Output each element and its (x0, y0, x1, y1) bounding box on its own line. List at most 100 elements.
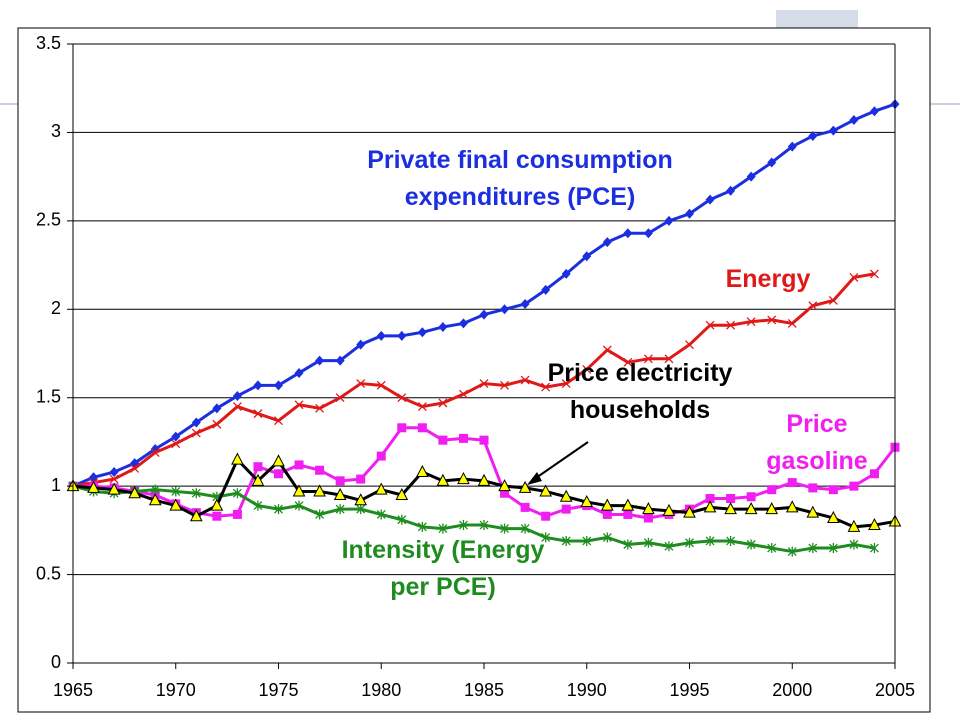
marker (376, 330, 386, 341)
marker (171, 439, 181, 449)
marker (356, 474, 366, 484)
marker (335, 355, 345, 366)
marker (87, 480, 100, 493)
marker (335, 504, 345, 515)
marker (869, 543, 879, 554)
y-tick-label: 0 (51, 652, 61, 672)
marker (561, 535, 571, 546)
marker (683, 505, 696, 518)
marker (602, 345, 612, 355)
marker (746, 492, 756, 502)
marker (600, 498, 614, 511)
y-tick-label: 3.5 (36, 33, 61, 53)
grid (73, 43, 895, 664)
marker (582, 251, 592, 262)
marker (726, 535, 736, 546)
marker (500, 304, 510, 315)
x-tick-label: 1985 (464, 680, 504, 700)
x-tick-label: 1980 (361, 680, 401, 700)
y-tick-label: 2 (51, 298, 61, 318)
marker (232, 390, 242, 401)
marker (294, 500, 304, 511)
marker (642, 502, 655, 515)
marker (828, 295, 838, 305)
marker (128, 486, 141, 499)
marker (705, 535, 715, 546)
marker (828, 543, 838, 554)
y-tick-label: 2.5 (36, 210, 61, 230)
marker (253, 500, 263, 511)
marker (417, 521, 427, 532)
marker (623, 357, 633, 367)
marker (417, 423, 427, 433)
marker (395, 487, 409, 500)
marker (416, 464, 429, 477)
marker (746, 171, 756, 182)
marker (869, 269, 879, 279)
marker (232, 509, 242, 519)
marker (274, 504, 283, 515)
marker (479, 520, 489, 531)
marker (808, 301, 818, 311)
series-label: Price gasoline (766, 410, 868, 475)
marker (602, 237, 612, 248)
marker (436, 473, 450, 486)
marker (313, 484, 326, 497)
marker (150, 484, 160, 495)
marker (541, 532, 551, 543)
x-tick-label: 2005 (875, 680, 915, 700)
marker (231, 452, 244, 465)
series-line (72, 484, 875, 554)
marker (787, 318, 797, 328)
marker (520, 375, 530, 385)
marker (171, 431, 181, 442)
axes: 0 0.5 1 1.5 2 2.5 3 3.5 1965 1970 1975 1980 1985 1990… (36, 33, 915, 700)
marker (315, 355, 325, 366)
marker (458, 389, 468, 399)
marker (458, 318, 468, 329)
marker (274, 380, 283, 391)
marker (354, 493, 368, 506)
marker (356, 379, 366, 389)
marker (438, 435, 448, 445)
marker (541, 284, 551, 295)
marker (294, 400, 304, 410)
marker (827, 510, 840, 523)
marker (457, 471, 470, 485)
marker (541, 382, 551, 392)
marker (272, 454, 285, 467)
marker (356, 504, 366, 515)
marker (191, 417, 201, 428)
marker (171, 486, 181, 497)
marker (294, 367, 304, 378)
marker (785, 500, 799, 513)
marker (787, 478, 797, 488)
marker (212, 403, 222, 414)
marker (849, 539, 859, 550)
marker (869, 469, 879, 479)
marker (479, 379, 489, 389)
marker (602, 532, 612, 543)
marker (767, 315, 777, 325)
marker (868, 517, 881, 531)
marker (253, 462, 263, 472)
marker (109, 474, 119, 484)
marker (130, 463, 140, 473)
marker (685, 340, 694, 350)
marker (376, 380, 386, 390)
marker (315, 403, 325, 413)
marker (849, 481, 859, 491)
x-tick-label: 1965 (53, 680, 93, 700)
marker (520, 298, 530, 309)
marker (703, 500, 717, 513)
marker (518, 480, 532, 493)
marker (643, 228, 653, 239)
marker (438, 321, 448, 332)
marker (251, 473, 265, 486)
marker (189, 509, 203, 522)
marker (397, 393, 407, 403)
marker (787, 141, 797, 152)
marker (335, 476, 345, 486)
series-label: Private final consumption expenditures (… (367, 146, 673, 211)
marker (232, 488, 242, 499)
